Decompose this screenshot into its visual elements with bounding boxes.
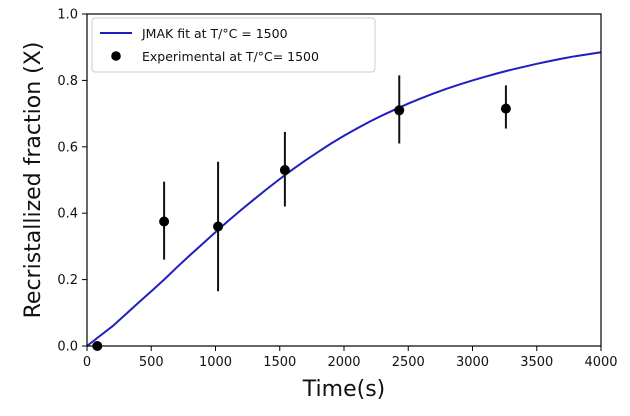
data-point-2 (213, 221, 224, 232)
jmak-fit-line (86, 51, 602, 347)
x-tick-label-5: 2500 (392, 355, 425, 370)
plot-layer (86, 51, 602, 351)
y-tick-label-2: 0.4 (57, 207, 78, 222)
x-tick-label-7: 3500 (520, 355, 553, 370)
data-point-1 (159, 216, 170, 227)
legend-label-jmak: JMAK fit at T/°C = 1500 (141, 26, 288, 41)
x-tick-label-1: 500 (139, 355, 164, 370)
legend-label-experimental: Experimental at T/°C= 1500 (142, 49, 319, 64)
data-point-5 (500, 103, 511, 114)
data-point-4 (394, 105, 405, 116)
y-tick-label-4: 0.8 (57, 74, 78, 89)
y-tick-label-1: 0.2 (57, 273, 78, 288)
y-tick-label-3: 0.6 (57, 140, 78, 155)
x-tick-label-2: 1000 (199, 355, 232, 370)
x-tick-label-4: 2000 (327, 355, 360, 370)
ticks-layer: 0 500 1000 1500 2000 2500 3000 3500 4000 0.0 0.2 0.… (57, 8, 617, 371)
x-axis-title: Time(s) (302, 377, 385, 402)
x-tick-label-0: 0 (83, 355, 91, 370)
y-tick-label-0: 0.0 (57, 340, 78, 355)
legend: JMAK fit at T/°C = 1500 Experimental at … (91, 17, 376, 73)
x-tick-label-3: 1500 (263, 355, 296, 370)
y-axis-title: Recristallized fraction (X) (21, 42, 46, 319)
legend-marker-swatch (111, 51, 121, 61)
data-point-3 (279, 165, 290, 176)
x-tick-label-8: 4000 (584, 355, 617, 370)
legend-box (91, 17, 376, 73)
x-tick-label-6: 3000 (456, 355, 489, 370)
y-tick-label-5: 1.0 (57, 8, 78, 23)
